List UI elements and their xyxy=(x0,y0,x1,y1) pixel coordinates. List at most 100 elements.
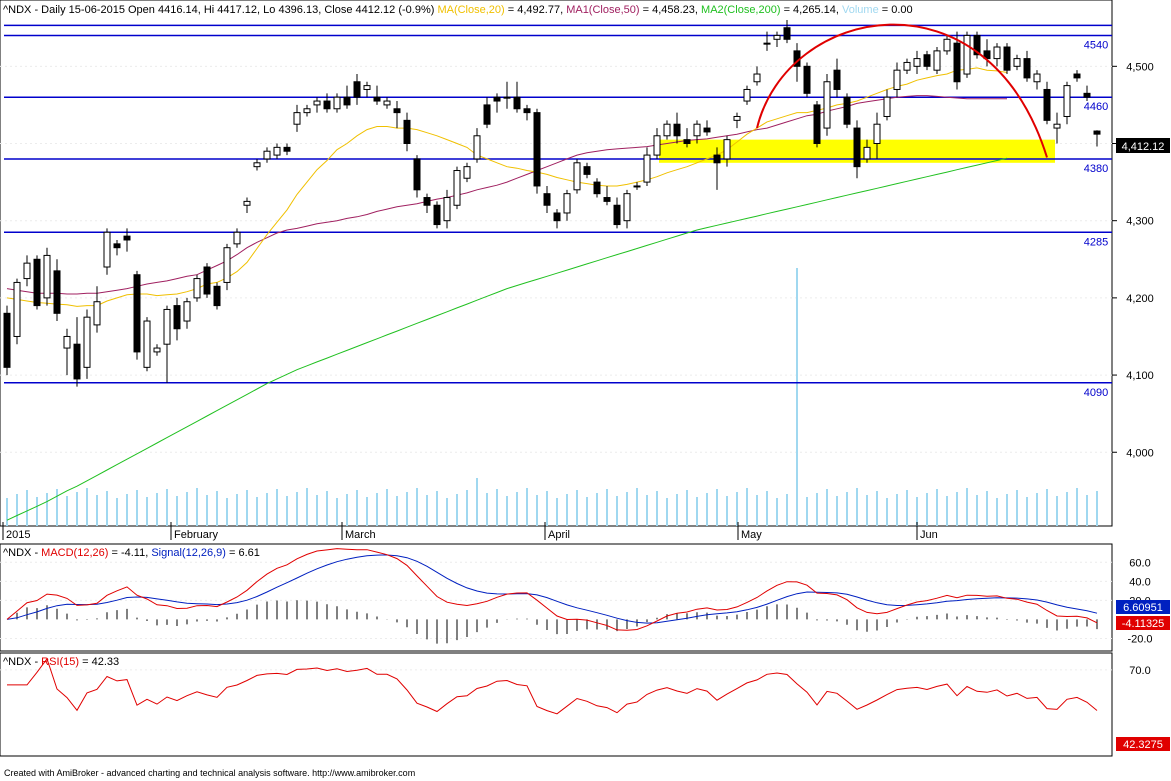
macd-panel[interactable] xyxy=(0,543,1113,652)
price-y-tick-label: 4,000 xyxy=(1126,447,1154,459)
candle-body xyxy=(103,231,111,268)
volume-bar xyxy=(456,494,458,526)
candle-body xyxy=(803,65,811,94)
candle-body xyxy=(703,127,711,133)
rounded-top-arc xyxy=(756,23,1048,158)
date-x-axis: 2015 February March April May Jun xyxy=(2,522,938,541)
candle-body xyxy=(83,316,91,368)
macd-y-tick-label: 60.0 xyxy=(1129,557,1150,569)
candle-body xyxy=(293,112,301,125)
x-tick-label: February xyxy=(174,529,219,541)
volume-bar xyxy=(356,490,358,526)
candle-body xyxy=(643,154,651,183)
volume-bar xyxy=(1006,494,1008,526)
volume-bar xyxy=(546,491,548,526)
candle-body xyxy=(993,46,1001,60)
candle-body xyxy=(343,96,351,106)
price-y-tick-label: 4,300 xyxy=(1126,216,1154,228)
candle-body xyxy=(1033,73,1041,83)
macd-last-value: -4.11325 xyxy=(1122,618,1165,630)
candle-body xyxy=(313,100,321,106)
candle-body xyxy=(1063,85,1071,117)
candle-body xyxy=(123,235,131,241)
x-tick-label: May xyxy=(741,529,762,541)
volume-bar xyxy=(536,495,538,526)
rsi-panel[interactable] xyxy=(0,652,1113,757)
x-tick-label: Jun xyxy=(920,529,938,541)
candle-body xyxy=(893,69,901,90)
candle-body xyxy=(1013,58,1021,67)
volume-bar xyxy=(1016,490,1018,526)
candle-body xyxy=(393,108,401,114)
volume-bar xyxy=(816,493,818,526)
candle-body xyxy=(463,166,471,179)
level-label: 4285 xyxy=(1084,236,1108,248)
volume-bar xyxy=(706,493,708,526)
volume-bar xyxy=(936,489,938,526)
candle-body xyxy=(433,204,441,226)
candle-body xyxy=(23,262,31,280)
volume-bar xyxy=(46,493,48,526)
volume-bar xyxy=(476,478,478,526)
volume-bar xyxy=(966,488,968,526)
candle-body xyxy=(503,96,511,99)
macd-y-tick-label: -20.0 xyxy=(1127,633,1152,645)
ma200-line xyxy=(6,157,1008,521)
volume-bar xyxy=(186,492,188,526)
candle-body xyxy=(723,139,731,160)
volume-bar xyxy=(316,495,318,526)
volume-bar xyxy=(826,489,828,526)
candle-body xyxy=(513,96,521,110)
candle-body xyxy=(193,278,201,299)
candle-body xyxy=(833,69,841,90)
candle-body xyxy=(1073,73,1081,79)
signal-last-tag xyxy=(1116,600,1170,614)
volume-bar xyxy=(286,496,288,526)
volume-bar xyxy=(116,498,118,526)
volume-bar xyxy=(726,496,728,526)
volume-bar xyxy=(496,489,498,526)
volume-bar xyxy=(336,498,338,526)
volume-bar xyxy=(526,488,528,526)
volume-bar xyxy=(6,498,8,526)
candle-body xyxy=(93,301,101,326)
candle-body xyxy=(753,73,761,83)
last-close-value: 4,412.12 xyxy=(1122,141,1165,153)
x-tick-label: March xyxy=(345,529,376,541)
candle-body xyxy=(73,343,81,380)
volume-bar xyxy=(246,490,248,526)
price-panel[interactable] xyxy=(0,0,1113,527)
volume-bar xyxy=(466,490,468,526)
volume-bar xyxy=(926,493,928,526)
rsi-last-value: 42.3275 xyxy=(1123,739,1163,751)
x-tick-label: April xyxy=(548,529,570,541)
candle-body xyxy=(783,27,791,40)
candle-body xyxy=(413,158,421,191)
volume-bar xyxy=(346,494,348,526)
volume-bar xyxy=(756,495,758,526)
volume-bar xyxy=(686,490,688,526)
volume-bar xyxy=(266,493,268,526)
rsi-last-tag xyxy=(1116,737,1170,751)
candle-body xyxy=(323,100,331,110)
volume-bar xyxy=(136,490,138,526)
volume-bar xyxy=(606,489,608,526)
candle-body xyxy=(823,81,831,129)
volume-bar xyxy=(786,494,788,526)
volume-bar xyxy=(1026,497,1028,526)
volume-bar xyxy=(326,491,328,526)
volume-bars xyxy=(6,268,1098,526)
candle-body xyxy=(13,281,21,337)
volume-bar xyxy=(1076,488,1078,526)
candle-body xyxy=(683,139,691,144)
volume-bar xyxy=(56,489,58,526)
volume-bar xyxy=(176,496,178,526)
volume-bar xyxy=(676,494,678,526)
volume-bar xyxy=(696,497,698,526)
volume-bar xyxy=(106,491,108,526)
candle-body xyxy=(253,162,261,168)
candle-body xyxy=(1093,130,1101,135)
candle-body xyxy=(593,181,601,195)
